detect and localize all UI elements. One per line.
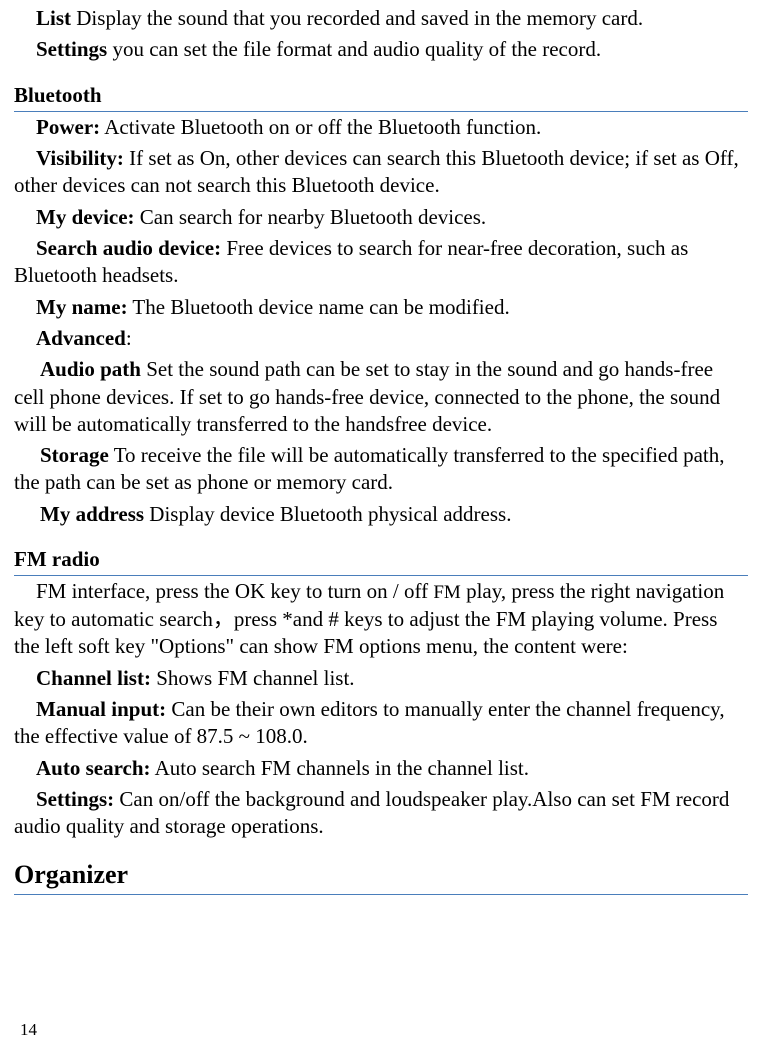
bt-advanced-colon: : (126, 326, 132, 350)
list-item: List Display the sound that you recorded… (14, 5, 748, 32)
fm-settings-text: Can on/off the background and loudspeake… (14, 787, 729, 838)
bt-myname: My name: The Bluetooth device name can b… (14, 294, 748, 321)
bt-audiopath-label: Audio path (40, 357, 141, 381)
bt-myname-text: The Bluetooth device name can be modifie… (128, 295, 510, 319)
fm-settings: Settings: Can on/off the background and … (14, 786, 748, 841)
bt-searchaudio-label: Search audio device: (36, 236, 221, 260)
bt-mydevice-text: Can search for nearby Bluetooth devices. (135, 205, 487, 229)
page-number: 14 (20, 1019, 37, 1041)
bt-myaddress: My address Display device Bluetooth phys… (14, 501, 748, 528)
bt-myaddress-label: My address (40, 502, 144, 526)
fm-channellist: Channel list: Shows FM channel list. (14, 665, 748, 692)
fm-autosearch-label: Auto search: (36, 756, 151, 780)
settings-item: Settings you can set the file format and… (14, 36, 748, 63)
list-label: List (36, 6, 71, 30)
bt-mydevice-label: My device: (36, 205, 135, 229)
bluetooth-heading: Bluetooth (14, 82, 748, 112)
bt-storage-label: Storage (40, 443, 109, 467)
list-text: Display the sound that you recorded and … (71, 6, 643, 30)
fm-manual: Manual input: Can be their own editors t… (14, 696, 748, 751)
bt-mydevice: My device: Can search for nearby Bluetoo… (14, 204, 748, 231)
bt-power-label: Power: (36, 115, 100, 139)
bt-storage: Storage To receive the file will be auto… (14, 442, 748, 497)
fmradio-heading: FM radio (14, 546, 748, 576)
fm-autosearch: Auto search: Auto search FM channels in … (14, 755, 748, 782)
bt-visibility: Visibility: If set as On, other devices … (14, 145, 748, 200)
fm-manual-label: Manual input: (36, 697, 166, 721)
bt-storage-text: To receive the file will be automaticall… (14, 443, 724, 494)
bt-audiopath: Audio path Set the sound path can be set… (14, 356, 748, 438)
bt-myname-label: My name: (36, 295, 128, 319)
settings-text: you can set the file format and audio qu… (107, 37, 601, 61)
bt-power-text: Activate Bluetooth on or off the Bluetoo… (100, 115, 541, 139)
bt-advanced-label: Advanced (36, 326, 126, 350)
bt-myaddress-text: Display device Bluetooth physical addres… (144, 502, 511, 526)
organizer-heading: Organizer (14, 858, 748, 895)
bt-power: Power: Activate Bluetooth on or off the … (14, 114, 748, 141)
page-body: List Display the sound that you recorded… (0, 0, 762, 895)
fm-settings-label: Settings: (36, 787, 114, 811)
fm-intro-1: FM interface, press the OK key to turn o… (36, 579, 433, 603)
fm-autosearch-text: Auto search FM channels in the channel l… (151, 756, 530, 780)
bt-visibility-label: Visibility: (36, 146, 124, 170)
fm-channellist-text: Shows FM channel list. (151, 666, 355, 690)
settings-label: Settings (36, 37, 107, 61)
fm-channellist-label: Channel list: (36, 666, 151, 690)
fm-intro: FM interface, press the OK key to turn o… (14, 578, 748, 660)
bt-searchaudio: Search audio device: Free devices to sea… (14, 235, 748, 290)
bt-advanced: Advanced: (14, 325, 748, 352)
fm-intro-fm: FM (433, 582, 460, 603)
